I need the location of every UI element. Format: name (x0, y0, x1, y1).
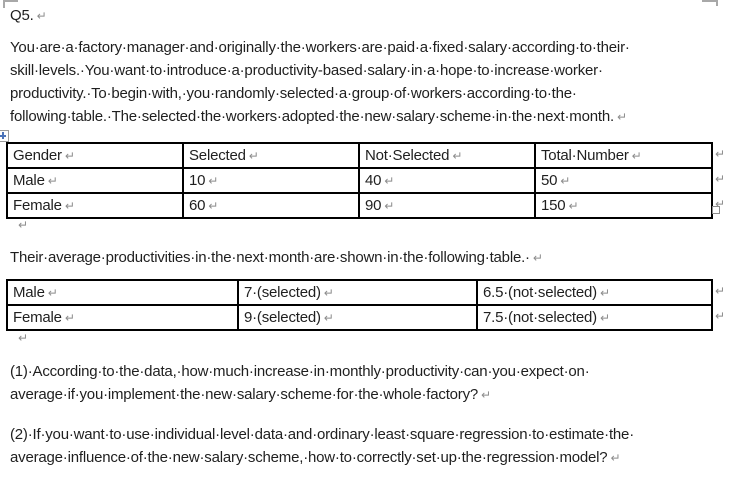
question-label: Q5. (10, 7, 34, 24)
question-1-line-1: (1)·According·to·the·data,·how·much·incr… (10, 363, 590, 380)
table-row: Female ↵ 9·(selected) ↵ 7.5·(not·selected)… (6, 304, 713, 331)
paragraph-mark: ↵ (481, 388, 492, 402)
table-header-cell: Selected ↵ (182, 142, 360, 169)
cell-end-mark: ↵ (47, 174, 58, 188)
end-of-row-mark: ↵ (715, 284, 725, 298)
cell-end-mark: ↵ (452, 149, 463, 163)
table-header-cell: Gender ↵ (6, 142, 184, 169)
empty-paragraph-mark: ↵ (18, 218, 28, 232)
question-1-line-2: average·if·you·implement·the·new·salary·… (10, 386, 492, 403)
cell-end-mark: ↵ (208, 174, 219, 188)
table-cell: Female ↵ (6, 192, 184, 219)
paragraph-mark: ↵ (610, 451, 621, 465)
table-header-cell: Not·Selected ↵ (358, 142, 536, 169)
end-of-row-mark: ↵ (715, 309, 725, 323)
table-row: Female ↵ 60 ↵ 90 ↵ 150 ↵ (6, 192, 713, 219)
cell-end-mark: ↵ (384, 199, 395, 213)
cell-end-mark: ↵ (599, 286, 611, 300)
cell-end-mark: ↵ (599, 311, 611, 325)
question-2-line-2: average·influence·of·the·new·salary·sche… (10, 449, 621, 466)
table-cell: Female ↵ (6, 304, 239, 331)
end-of-row-mark: ↵ (715, 147, 725, 161)
selection-count-table: Gender ↵ Selected ↵ Not·Selected ↵ Total·Nu… (6, 142, 713, 219)
table-note-line: Their·average·productivities·in·the·next… (10, 249, 543, 266)
cell-end-mark: ↵ (323, 286, 334, 300)
table-resize-handle[interactable] (712, 206, 720, 214)
end-of-row-mark: ↵ (715, 172, 725, 186)
cell-end-mark: ↵ (568, 199, 579, 213)
table-cell: 7.5·(not·selected) ↵ (476, 304, 713, 331)
paragraph-mark: ↵ (616, 110, 627, 124)
table-row: Gender ↵ Selected ↵ Not·Selected ↵ Total·Nu… (6, 142, 713, 169)
intro-line-3: productivity.·To·begin·with,·you·randoml… (10, 85, 577, 102)
table-cell: 50 ↵ (534, 167, 713, 194)
cell-end-mark: ↵ (64, 311, 75, 325)
table-cell: 150 ↵ (534, 192, 713, 219)
cell-end-mark: ↵ (208, 199, 219, 213)
table-row: Male ↵ 7·(selected) ↵ 6.5·(not·selected) ↵ (6, 279, 713, 306)
table-move-handle[interactable] (0, 130, 9, 142)
move-cross-icon (2, 132, 4, 139)
paragraph-mark: ↵ (532, 251, 543, 265)
table-header-cell: Total·Number ↵ (534, 142, 713, 169)
cell-end-mark: ↵ (64, 199, 75, 213)
table-cell: 90 ↵ (358, 192, 536, 219)
table-row: Male ↵ 10 ↵ 40 ↵ 50 ↵ (6, 167, 713, 194)
table-cell: 40 ↵ (358, 167, 536, 194)
intro-line-1: You·are·a·factory·manager·and·originally… (10, 39, 630, 56)
cell-end-mark: ↵ (323, 311, 334, 325)
cell-end-mark: ↵ (384, 174, 395, 188)
cell-end-mark: ↵ (47, 286, 58, 300)
cell-end-mark: ↵ (64, 149, 75, 163)
empty-paragraph-mark: ↵ (18, 331, 28, 345)
table-cell: Male ↵ (6, 167, 184, 194)
paragraph-mark: ↵ (36, 9, 47, 23)
intro-line-4: following·table.·The·selected·the·worker… (10, 108, 627, 125)
cell-end-mark: ↵ (631, 149, 642, 163)
cell-end-mark: ↵ (248, 149, 259, 163)
table-cell: 9·(selected) ↵ (237, 304, 478, 331)
productivity-table: Male ↵ 7·(selected) ↵ 6.5·(not·selected) ↵ … (6, 279, 713, 331)
end-of-row-mark: ↵ (715, 197, 725, 211)
question-label-line: Q5. ↵ (10, 8, 47, 24)
intro-line-2: skill·levels.·You·want·to·introduce·a·pr… (10, 62, 603, 79)
cell-end-mark: ↵ (560, 174, 571, 188)
table-cell: 10 ↵ (182, 167, 360, 194)
table-cell: Male ↵ (6, 279, 239, 306)
question-2-line-1: (2)·If·you·want·to·use·individual·level·… (10, 426, 634, 443)
table-cell: 7·(selected) ↵ (237, 279, 478, 306)
table-cell: 60 ↵ (182, 192, 360, 219)
table-cell: 6.5·(not·selected) ↵ (476, 279, 713, 306)
